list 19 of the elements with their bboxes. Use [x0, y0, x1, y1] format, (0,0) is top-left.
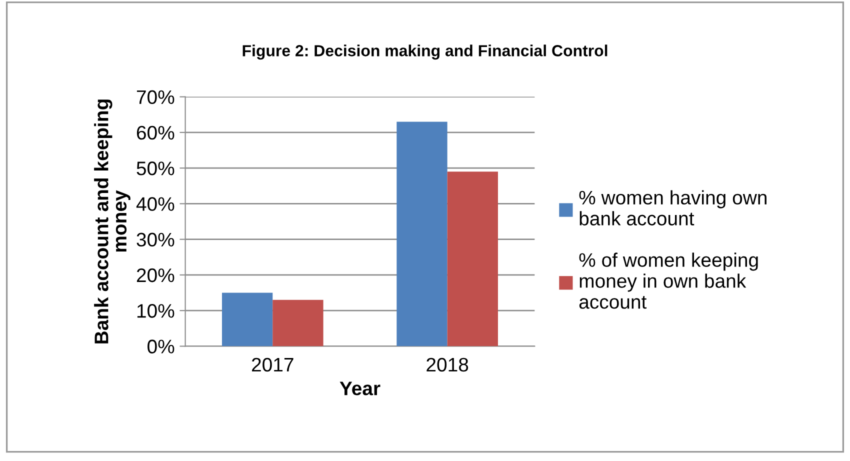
x-tick-label: 2017 [252, 358, 294, 372]
bar [272, 300, 324, 346]
legend-label: % women having own bank account [579, 190, 766, 226]
y-tick-label: 70% [136, 90, 174, 104]
y-tick-label: 0% [148, 340, 174, 354]
y-tick-label: 40% [136, 197, 174, 211]
x-axis-title: Year [340, 382, 380, 396]
y-tick-label: 50% [136, 162, 174, 176]
y-tick-label: 10% [137, 304, 174, 318]
bar [396, 122, 448, 346]
y-tick-label: 60% [136, 126, 174, 140]
legend-label: % of women keeping money in own bank account [579, 252, 758, 309]
bar [222, 292, 273, 346]
chart-title: Figure 2: Decision making and Financial Control [242, 44, 608, 60]
y-axis-title: Bank account and keeping money [94, 100, 130, 344]
x-tick-label: 2018 [426, 358, 468, 372]
bar [447, 172, 498, 346]
y-tick-label: 30% [136, 232, 174, 247]
y-tick-label: 20% [136, 268, 174, 282]
